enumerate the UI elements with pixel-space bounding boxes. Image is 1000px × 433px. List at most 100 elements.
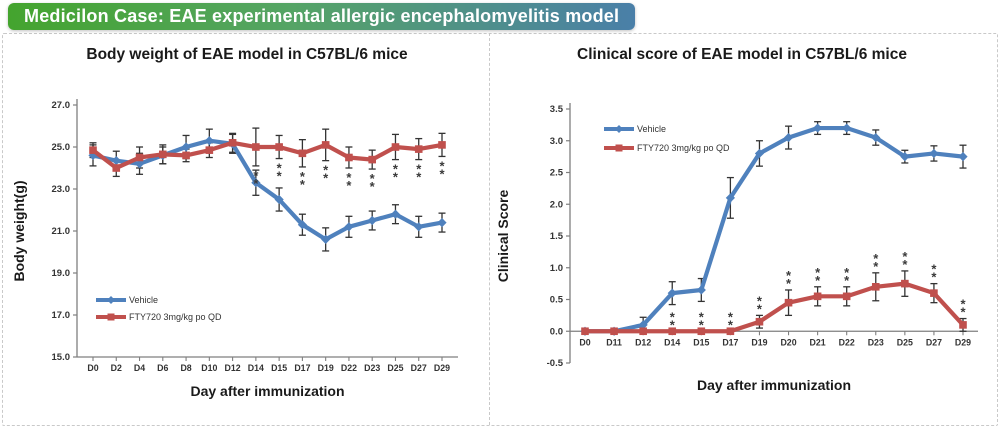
y-tick-label: 19.0 bbox=[52, 268, 71, 279]
y-tick-label: -0.5 bbox=[547, 358, 564, 369]
body-weight-chart-panel: Body weight of EAE model in C57BL/6 mice… bbox=[8, 36, 486, 428]
y-tick-label: 27.0 bbox=[52, 100, 71, 111]
significance-asterisk: * bbox=[323, 171, 329, 186]
legend-marker bbox=[107, 313, 115, 321]
significance-asterisk: * bbox=[699, 309, 705, 324]
x-tick-label: D8 bbox=[180, 363, 191, 373]
significance-asterisk: * bbox=[300, 177, 306, 192]
significance-asterisk: * bbox=[902, 257, 908, 272]
x-axis-title: Day after immunization bbox=[190, 383, 344, 399]
marker-square bbox=[112, 164, 121, 172]
significance-asterisk: * bbox=[370, 171, 376, 186]
marker-diamond bbox=[437, 218, 447, 228]
marker-square bbox=[842, 292, 851, 301]
x-tick-label: D17 bbox=[722, 337, 738, 347]
y-tick-label: 1.5 bbox=[550, 231, 564, 242]
significance-asterisk: * bbox=[393, 170, 399, 185]
significance-asterisk: * bbox=[346, 170, 352, 185]
x-tick-label: D25 bbox=[897, 337, 913, 347]
clinical-score-chart-panel: Clinical score of EAE model in C57BL/6 m… bbox=[492, 36, 992, 428]
legend-marker bbox=[615, 144, 623, 152]
marker-square bbox=[89, 146, 97, 154]
marker-square bbox=[438, 141, 446, 149]
x-axis-title: Day after immunization bbox=[697, 377, 851, 393]
significance-asterisk: * bbox=[370, 179, 376, 194]
series-line-fty720 bbox=[582, 281, 966, 334]
y-tick-label: 25.0 bbox=[52, 142, 71, 153]
x-tick-label: D25 bbox=[387, 363, 403, 373]
x-tick-label: D11 bbox=[606, 337, 622, 347]
x-tick-label: D29 bbox=[434, 363, 450, 373]
marker-square bbox=[901, 279, 909, 288]
banner-title: Medicilon Case: EAE experimental allergi… bbox=[24, 6, 620, 26]
legend-item-fty720: FTY720 3mg/kg po QD bbox=[96, 312, 222, 322]
header-banner: Medicilon Case: EAE experimental allergi… bbox=[8, 3, 636, 30]
marker-diamond bbox=[321, 234, 331, 244]
marker-diamond bbox=[297, 220, 307, 230]
x-tick-label: D23 bbox=[868, 337, 884, 347]
x-tick-label: D21 bbox=[810, 337, 826, 347]
marker-diamond bbox=[414, 222, 424, 232]
panel-divider bbox=[489, 33, 490, 425]
x-tick-label: D17 bbox=[294, 363, 310, 373]
x-tick-label: D2 bbox=[111, 363, 122, 373]
y-tick-label: 23.0 bbox=[52, 184, 71, 195]
legend-item-vehicle: Vehicle bbox=[604, 124, 666, 134]
marker-square bbox=[959, 321, 967, 329]
x-tick-label: D6 bbox=[157, 363, 168, 373]
legend-label: Vehicle bbox=[129, 295, 158, 305]
x-tick-label: D12 bbox=[225, 363, 241, 373]
marker-square bbox=[228, 139, 237, 147]
y-tick-label: 2.5 bbox=[550, 168, 564, 179]
significance-asterisk: * bbox=[931, 270, 937, 285]
marker-square bbox=[581, 327, 589, 336]
y-tick-label: 0.5 bbox=[550, 295, 564, 306]
y-tick-label: 3.5 bbox=[550, 104, 564, 115]
y-tick-label: 3.0 bbox=[550, 136, 563, 147]
marker-diamond bbox=[134, 159, 145, 169]
marker-square bbox=[298, 149, 307, 158]
y-tick-label: 17.0 bbox=[52, 310, 71, 321]
marker-square bbox=[668, 327, 677, 336]
x-tick-label: D22 bbox=[341, 363, 357, 373]
marker-square bbox=[639, 327, 647, 336]
significance-asterisk: * bbox=[416, 170, 422, 185]
marker-square bbox=[345, 153, 353, 162]
significance-asterisk: * bbox=[960, 297, 966, 312]
x-tick-label: D10 bbox=[201, 363, 217, 373]
significance-asterisk: * bbox=[873, 259, 879, 274]
marker-diamond bbox=[390, 209, 401, 219]
x-tick-label: D23 bbox=[364, 363, 380, 373]
marker-square bbox=[930, 289, 938, 297]
marker-square bbox=[159, 150, 167, 159]
y-tick-label: 1.0 bbox=[550, 263, 563, 274]
series-line-vehicle bbox=[582, 125, 966, 334]
clinical-score-chart-title: Clinical score of EAE model in C57BL/6 m… bbox=[577, 46, 907, 63]
marker-diamond bbox=[871, 132, 881, 143]
x-tick-label: D27 bbox=[926, 337, 942, 347]
significance-asterisk: * bbox=[786, 268, 792, 283]
clinical-score-chart: -0.5 0.0 0.5 1.0 1.5 2.0 2.5 3.0 3.5 D0 D11 D12 D14 D… bbox=[495, 103, 978, 393]
significance-asterisk: * bbox=[786, 276, 792, 291]
significance-asterisk: * bbox=[393, 162, 399, 177]
marker-square bbox=[871, 283, 880, 291]
legend-label: FTY720 3mg/kg po QD bbox=[129, 312, 222, 322]
marker-square bbox=[368, 155, 376, 164]
significance-asterisk: * bbox=[439, 166, 445, 181]
x-tick-label: D27 bbox=[411, 363, 427, 373]
y-tick-label: 21.0 bbox=[52, 226, 71, 237]
marker-diamond bbox=[367, 215, 377, 226]
significance-asterisk: * bbox=[439, 158, 445, 173]
significance-asterisk: * bbox=[253, 176, 259, 191]
significance-asterisk: * bbox=[757, 301, 763, 316]
significance-asterisk: * bbox=[300, 169, 306, 184]
body-weight-chart-title: Body weight of EAE model in C57BL/6 mice bbox=[86, 46, 408, 63]
marker-square bbox=[813, 292, 822, 301]
significance-asterisk: * bbox=[960, 305, 966, 320]
series-line-vehicle bbox=[90, 138, 445, 242]
marker-square bbox=[414, 145, 423, 153]
significance-asterisk: * bbox=[815, 265, 821, 280]
significance-asterisk: * bbox=[346, 178, 352, 193]
y-tick-label: 0.0 bbox=[550, 326, 563, 337]
